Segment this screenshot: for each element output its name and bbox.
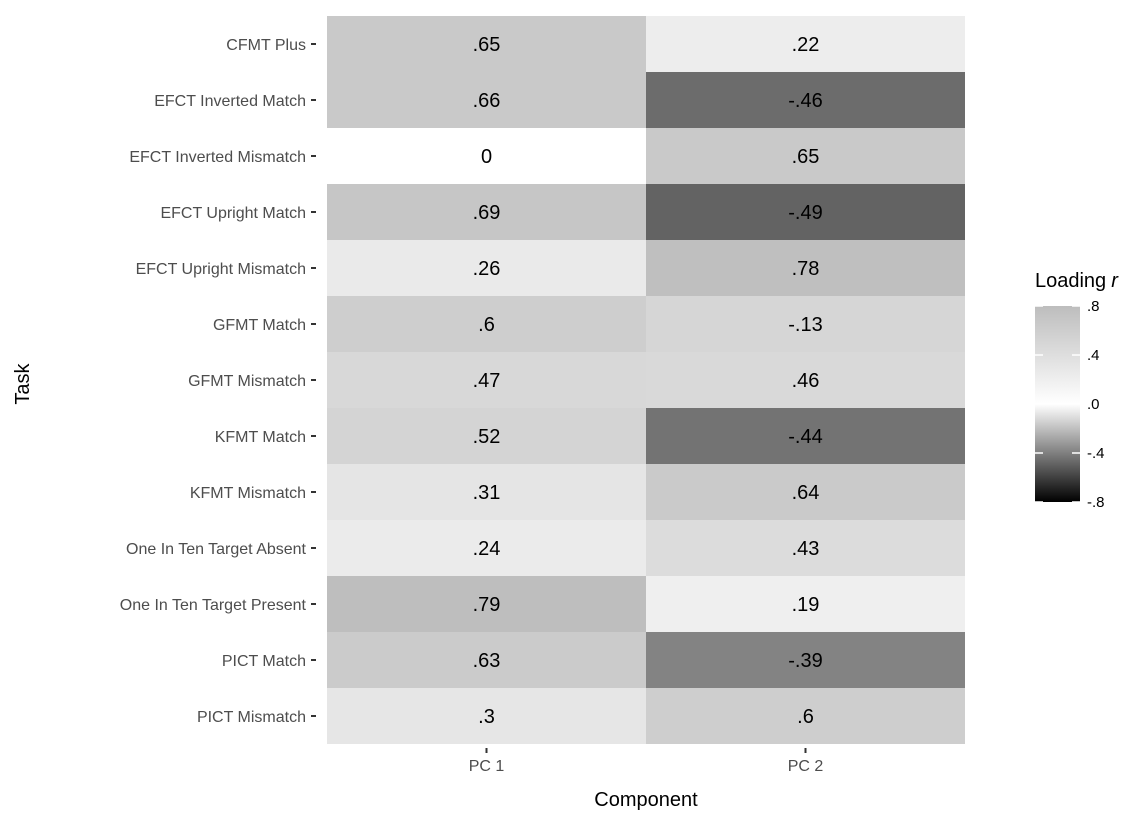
heatmap-cells: .65 .22 .66 -.46 0 .65 .69 -.49 .26 .78 .6 -.13 .47.…: [327, 16, 965, 744]
legend: Loading r .8 .4 .0 -.4 -.8: [1035, 270, 1119, 511]
heatmap-cell: [646, 72, 965, 128]
heatmap-cell: [327, 464, 646, 520]
cell-value-label: .3: [478, 706, 495, 728]
heatmap-cell: [646, 576, 965, 632]
legend-tick-label: .0: [1087, 396, 1100, 413]
heatmap-cell: [327, 688, 646, 744]
heatmap-cell: [327, 408, 646, 464]
cell-value-label: 0: [481, 146, 492, 168]
y-tick-label: KFMT Mismatch: [190, 485, 306, 502]
legend-tick-label: -.8: [1087, 494, 1105, 511]
heatmap-cell: [327, 352, 646, 408]
cell-value-label: .43: [792, 538, 820, 560]
cell-value-label: .52: [473, 426, 501, 448]
y-tick-label: One In Ten Target Absent: [126, 541, 307, 558]
cell-value-label: .19: [792, 594, 820, 616]
cell-value-label: .69: [473, 202, 501, 224]
cell-value-label: .46: [792, 370, 820, 392]
cell-value-label: .63: [473, 650, 501, 672]
cell-value-label: .22: [792, 34, 820, 56]
cell-value-label: .65: [792, 146, 820, 168]
y-tick-label: One In Ten Target Present: [120, 597, 307, 614]
y-tick-label: EFCT Inverted Mismatch: [129, 149, 306, 166]
cell-value-label: -.46: [788, 90, 822, 112]
heatmap-cell: [327, 72, 646, 128]
heatmap-cell: [327, 296, 646, 352]
cell-value-label: .65: [473, 34, 501, 56]
heatmap-cell: [646, 632, 965, 688]
cell-value-label: .79: [473, 594, 501, 616]
cell-value-label: .6: [478, 314, 495, 336]
heatmap-cell: [327, 520, 646, 576]
cell-value-label: .66: [473, 90, 501, 112]
heatmap-cell: [646, 408, 965, 464]
cell-value-label: -.39: [788, 650, 822, 672]
cell-value-label: .47: [473, 370, 501, 392]
legend-title-italic: r: [1111, 270, 1119, 292]
x-axis-tick-labels: PC 1 PC 2: [469, 748, 824, 775]
y-tick-label: KFMT Match: [215, 429, 306, 446]
y-tick-label: PICT Match: [222, 653, 306, 670]
legend-tick-label: .4: [1087, 347, 1100, 364]
cell-value-label: .24: [473, 538, 501, 560]
heatmap-cell: [646, 296, 965, 352]
cell-value-label: .31: [473, 482, 501, 504]
y-tick-label: EFCT Upright Mismatch: [136, 261, 306, 278]
y-tick-label: EFCT Inverted Match: [154, 93, 306, 110]
heatmap-cell: [646, 464, 965, 520]
cell-value-label: .78: [792, 258, 820, 280]
cell-value-label: -.44: [788, 426, 822, 448]
y-axis-tick-labels: CFMT Plus EFCT Inverted Match EFCT Inverte…: [120, 37, 316, 726]
heatmap-cell: [646, 352, 965, 408]
legend-ticks: .8 .4 .0 -.4 -.8: [1035, 298, 1105, 511]
y-tick-label: EFCT Upright Match: [160, 205, 306, 222]
cell-value-label: .6: [797, 706, 814, 728]
heatmap-cell: [646, 128, 965, 184]
legend-tick-label: .8: [1087, 298, 1100, 315]
heatmap-cell: [327, 576, 646, 632]
legend-title: Loading r: [1035, 270, 1119, 292]
heatmap-cell: [327, 16, 646, 72]
cell-value-label: -.49: [788, 202, 822, 224]
cell-value-label: .64: [792, 482, 820, 504]
y-axis-title: Task: [12, 362, 34, 404]
heatmap-cell: [327, 240, 646, 296]
x-axis-title: Component: [594, 789, 698, 811]
legend-title-main: Loading: [1035, 270, 1106, 292]
y-tick-label: GFMT Match: [213, 317, 306, 334]
heatmap-cell: [646, 184, 965, 240]
cell-value-label: .26: [473, 258, 501, 280]
x-tick-label: PC 1: [469, 758, 505, 775]
heatmap-cell: [327, 128, 646, 184]
legend-tick-label: -.4: [1087, 445, 1105, 462]
x-tick-label: PC 2: [788, 758, 824, 775]
heatmap-cell: [646, 240, 965, 296]
y-tick-label: CFMT Plus: [226, 37, 306, 54]
heatmap-cell: [646, 688, 965, 744]
y-tick-label: GFMT Mismatch: [188, 373, 306, 390]
heatmap-cell: [646, 520, 965, 576]
heatmap-cell: [327, 632, 646, 688]
heatmap-cell: [646, 16, 965, 72]
cell-value-label: -.13: [788, 314, 822, 336]
y-tick-label: PICT Mismatch: [197, 709, 306, 726]
heatmap-cell: [327, 184, 646, 240]
